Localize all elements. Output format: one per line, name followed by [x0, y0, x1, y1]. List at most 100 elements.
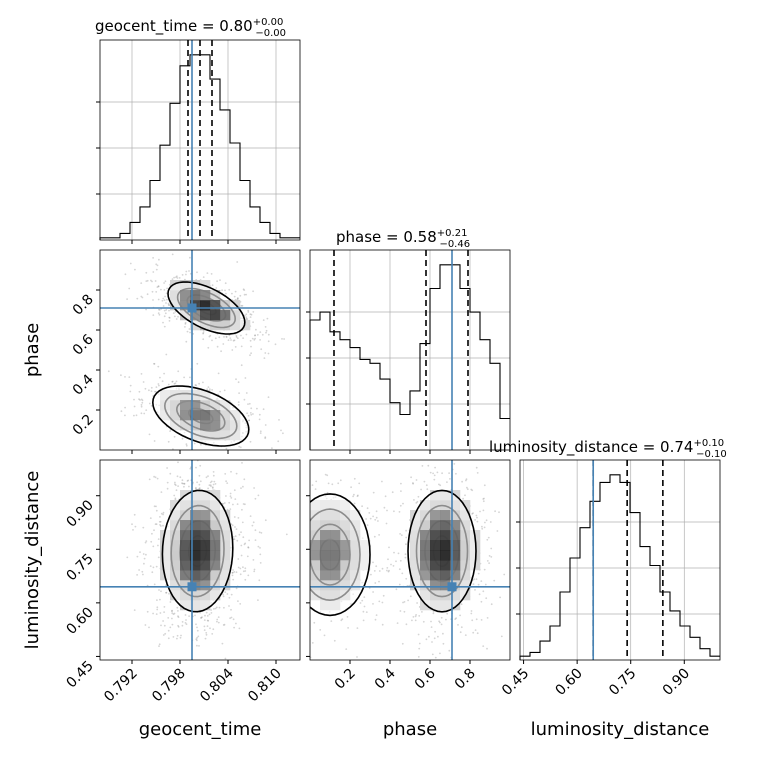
scatter-point [149, 517, 152, 519]
scatter-point [254, 529, 257, 532]
scatter-point [159, 376, 161, 379]
scatter-point [439, 652, 441, 655]
scatter-point [164, 632, 167, 635]
scatter-point [107, 370, 110, 373]
scatter-point [165, 353, 168, 356]
scatter-point [237, 558, 240, 560]
scatter-point [155, 268, 158, 271]
truth-marker [187, 303, 197, 313]
scatter-point [416, 602, 418, 604]
scatter-point [189, 467, 192, 470]
scatter-point [271, 447, 273, 449]
scatter-point [223, 623, 226, 626]
scatter-point [162, 513, 165, 516]
scatter-point [247, 414, 250, 417]
density-cell-core [430, 540, 441, 551]
scatter-point [471, 489, 474, 492]
scatter-point [412, 482, 414, 485]
scatter-point [400, 482, 402, 485]
scatter-point [470, 610, 473, 612]
xtick-label-geocent_time: 0.792 [101, 666, 141, 706]
scatter-point [366, 507, 369, 510]
scatter-point [258, 418, 261, 421]
scatter-point [252, 321, 255, 324]
scatter-point [143, 412, 146, 415]
scatter-point [157, 312, 160, 315]
scatter-point [486, 617, 489, 619]
scatter-point [211, 487, 214, 489]
scatter-point [145, 553, 147, 556]
scatter-point [414, 615, 417, 618]
scatter-point [205, 633, 208, 636]
scatter-point [177, 624, 180, 627]
scatter-point [248, 402, 251, 405]
scatter-point [204, 614, 206, 617]
scatter-point [372, 591, 374, 593]
scatter-point [479, 510, 481, 513]
scatter-point [386, 569, 388, 572]
scatter-point [440, 616, 443, 619]
scatter-point [498, 511, 500, 514]
scatter-point [206, 619, 209, 622]
scatter-point [202, 330, 205, 332]
scatter-point [395, 588, 398, 591]
scatter-point [164, 295, 167, 298]
scatter-point [245, 293, 248, 296]
scatter-point [155, 263, 158, 266]
scatter-point [223, 606, 225, 609]
scatter-point [169, 626, 172, 629]
panel-frame [519, 459, 721, 661]
scatter-point [277, 440, 280, 443]
scatter-point [246, 318, 249, 321]
scatter-point [281, 338, 283, 340]
scatter-point [196, 271, 198, 274]
scatter-point [415, 614, 417, 616]
scatter-point [372, 603, 374, 605]
scatter-point [160, 491, 163, 493]
scatter-point [361, 599, 364, 602]
density-cell-core [200, 530, 211, 541]
scatter-point [166, 467, 169, 469]
scatter-point [166, 487, 169, 490]
scatter-point [228, 288, 231, 291]
scatter-point [247, 546, 250, 549]
scatter-point [158, 309, 161, 311]
density-cell-core [200, 570, 211, 581]
scatter-point [227, 339, 230, 342]
scatter-point [282, 432, 284, 435]
scatter-point [171, 623, 174, 626]
scatter-point [499, 596, 501, 599]
density-cell-core [210, 420, 221, 431]
scatter-point [262, 408, 265, 411]
scatter-point [184, 326, 186, 328]
scatter-point [240, 531, 242, 534]
scatter-point [231, 292, 233, 295]
scatter-point [242, 570, 245, 573]
scatter-point [129, 262, 132, 265]
density-cell-core [180, 290, 191, 301]
scatter-point [228, 334, 231, 337]
scatter-point [165, 591, 168, 594]
scatter-point [196, 629, 199, 632]
scatter-point [133, 398, 135, 401]
scatter-point [187, 479, 190, 482]
density-cell-core [320, 550, 331, 561]
scatter-point [165, 309, 168, 311]
scatter-point [455, 472, 457, 475]
scatter-point [206, 615, 209, 617]
scatter-point [141, 296, 144, 299]
scatter-point [264, 436, 267, 438]
ytick-label-phase: 0.2 [70, 412, 97, 439]
scatter-point [416, 500, 419, 503]
scatter-point [261, 333, 264, 336]
scatter-point [401, 642, 404, 645]
scatter-point [324, 473, 327, 476]
scatter-point [159, 520, 162, 523]
xlabel-luminosity-distance: luminosity_distance [531, 719, 710, 740]
scatter-point [407, 599, 409, 602]
scatter-point [177, 485, 180, 487]
scatter-point [490, 547, 493, 550]
histogram-step [309, 264, 510, 450]
density-cell-core [440, 510, 451, 521]
scatter-point [405, 529, 407, 532]
